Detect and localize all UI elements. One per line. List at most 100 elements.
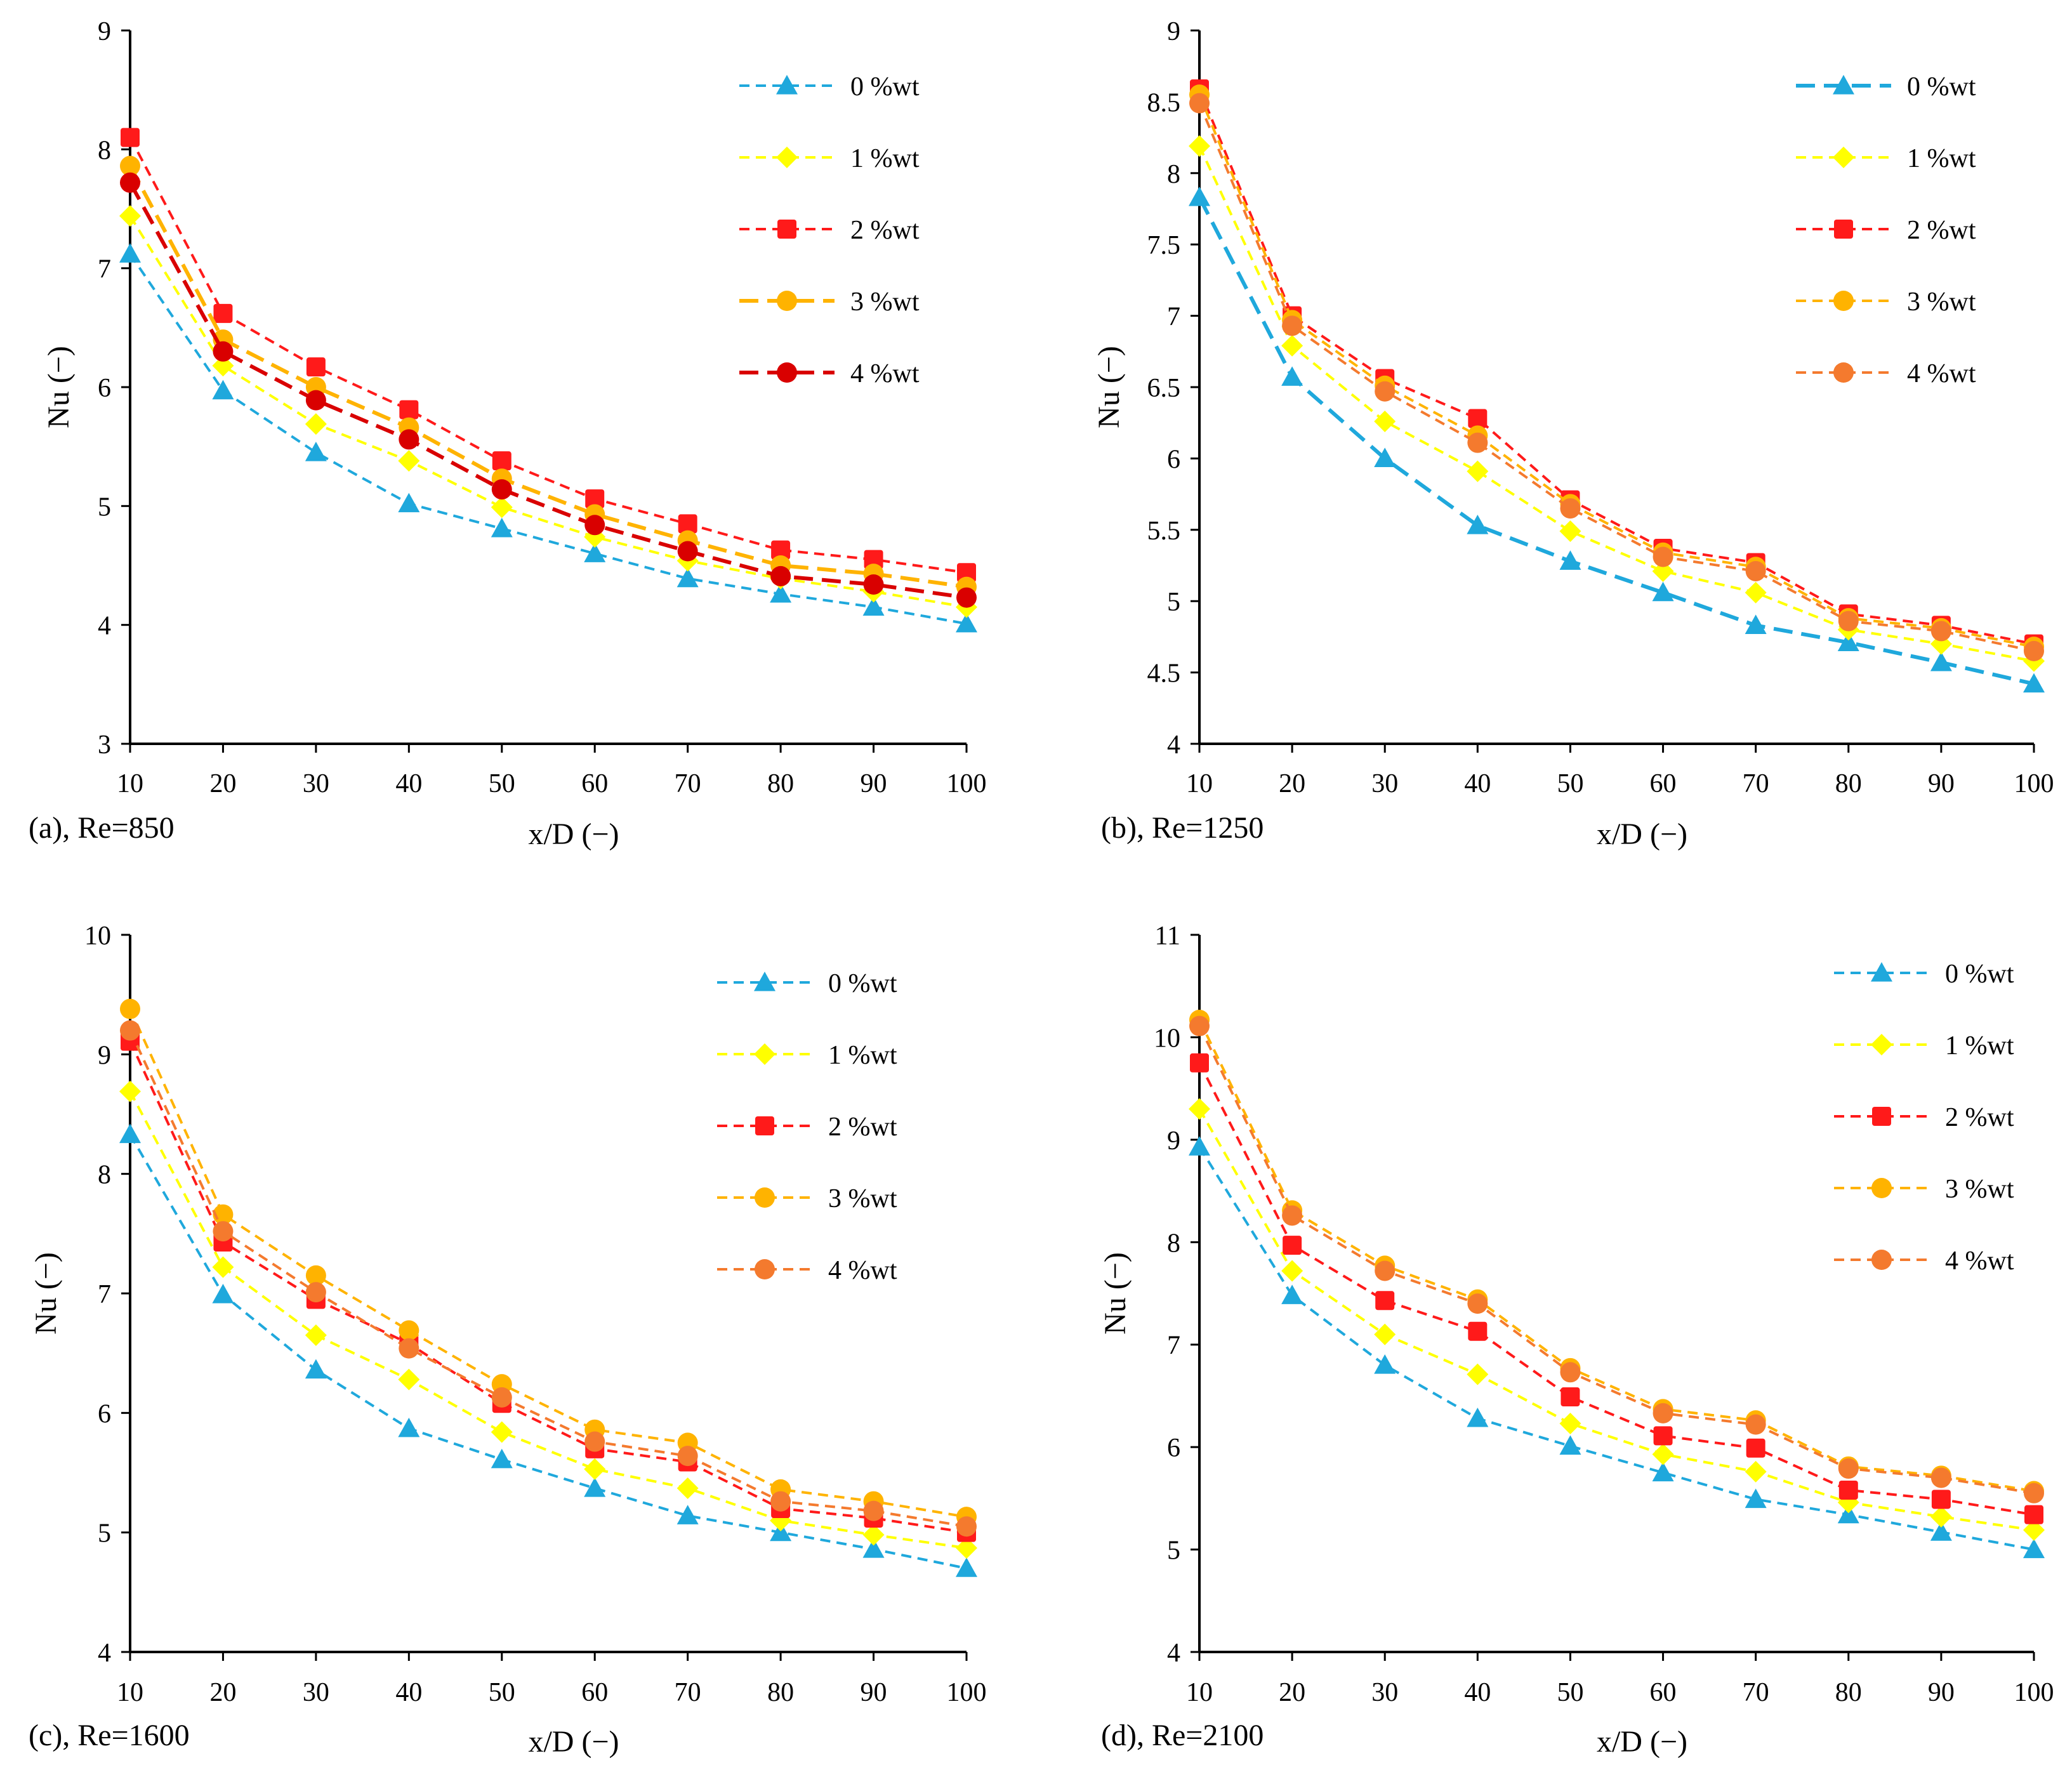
legend-marker <box>776 75 798 95</box>
x-tick-label: 100 <box>947 1678 987 1707</box>
data-point <box>956 1516 977 1537</box>
y-tick-label: 4.5 <box>1147 659 1181 689</box>
series-line <box>129 1040 967 1534</box>
legend-marker <box>1871 1034 1892 1055</box>
data-point <box>584 543 606 562</box>
legend-entry: 2 %wt <box>717 1113 897 1142</box>
x-tick-label: 80 <box>767 769 794 798</box>
data-point <box>305 1359 327 1379</box>
data-point <box>584 1458 606 1480</box>
series-line <box>129 1008 967 1519</box>
panel-label: (c), Re=1600 <box>29 1719 190 1752</box>
x-tick-label: 90 <box>1928 1678 1955 1707</box>
x-tick-label: 40 <box>1464 1678 1491 1707</box>
legend-entry: 3 %wt <box>1796 287 1976 317</box>
series-line <box>1198 145 2035 663</box>
y-tick-label: 6 <box>98 374 111 403</box>
legend-marker <box>755 1116 774 1135</box>
series-line <box>1198 94 2035 649</box>
data-point <box>213 1221 234 1242</box>
y-tick-label: 8.5 <box>1147 88 1181 117</box>
x-tick-label: 90 <box>861 1678 887 1707</box>
data-point <box>1560 498 1581 519</box>
x-tick-label: 50 <box>1557 1678 1583 1707</box>
x-tick-label: 90 <box>861 769 887 798</box>
y-tick-label: 7 <box>1167 303 1180 332</box>
y-tick-label: 7 <box>98 1280 111 1309</box>
legend-entry: 2 %wt <box>739 216 920 245</box>
legend-label: 4 %wt <box>850 359 920 388</box>
data-point <box>1281 366 1303 386</box>
data-point <box>1559 1413 1581 1435</box>
x-tick-label: 40 <box>395 769 422 798</box>
y-tick-label: 6 <box>1167 445 1180 474</box>
series-line <box>1198 1146 2035 1551</box>
legend-label: 3 %wt <box>850 287 920 317</box>
y-axis-title: Nu (−) <box>42 346 76 428</box>
series-4 <box>120 1020 977 1537</box>
x-tick-label: 70 <box>675 1678 701 1707</box>
data-point <box>491 479 512 500</box>
data-point <box>1467 1293 1488 1314</box>
series-0 <box>119 243 977 633</box>
panel-1: 3 4 5 6 7 8 9 10 20 30 40 50 60 70 80 90 100 x/D (−) Nu (−… <box>29 17 987 851</box>
data-point <box>585 489 605 509</box>
x-tick-label: 70 <box>1743 769 1769 798</box>
legend-entry: 3 %wt <box>1834 1175 2014 1204</box>
y-tick-label: 4 <box>98 612 111 641</box>
legend-marker <box>776 147 798 168</box>
legend-marker <box>754 1043 775 1065</box>
x-tick-label: 10 <box>1186 1678 1213 1707</box>
data-point <box>1653 1403 1673 1424</box>
data-point <box>863 1500 884 1521</box>
series-line <box>1198 1062 2035 1516</box>
data-point <box>957 563 976 583</box>
y-tick-label: 3 <box>98 730 111 760</box>
data-point <box>771 540 791 560</box>
legend-entry: 0 %wt <box>1834 960 2014 989</box>
x-tick-label: 30 <box>1371 769 1398 798</box>
y-tick-label: 5 <box>98 492 111 522</box>
data-point <box>1281 334 1303 357</box>
legend-label: 0 %wt <box>1945 960 2014 989</box>
x-tick-label: 20 <box>209 1678 236 1707</box>
data-point <box>2023 1538 2045 1559</box>
data-point <box>1745 1414 1766 1435</box>
legend-marker <box>1871 1178 1892 1198</box>
x-axis-title: x/D (−) <box>1597 817 1687 851</box>
legend-label: 0 %wt <box>1907 72 1976 102</box>
series-3 <box>1189 1009 2044 1502</box>
legend-label: 1 %wt <box>1907 144 1976 173</box>
x-tick-label: 70 <box>1743 1678 1769 1707</box>
series-line <box>129 1133 967 1570</box>
data-point <box>956 612 977 633</box>
series-line <box>128 165 967 589</box>
data-point <box>2023 1519 2045 1541</box>
data-point <box>212 1283 234 1304</box>
legend-marker <box>1871 1250 1892 1270</box>
legend-marker <box>1834 220 1853 239</box>
data-point <box>1374 1323 1396 1345</box>
legend-label: 3 %wt <box>828 1184 897 1213</box>
data-point <box>1559 1435 1581 1455</box>
panel-label: (a), Re=850 <box>29 811 175 845</box>
data-point <box>1189 1098 1210 1120</box>
panel-label: (b), Re=1250 <box>1101 811 1264 845</box>
data-point <box>1468 409 1488 428</box>
legend-label: 4 %wt <box>1907 359 1976 388</box>
legend-label: 1 %wt <box>850 144 920 173</box>
legend-entry: 4 %wt <box>739 359 920 388</box>
data-point <box>1559 520 1581 543</box>
x-tick-label: 10 <box>117 1678 143 1707</box>
data-point <box>1467 1363 1489 1385</box>
y-axis-title: Nu (−) <box>1099 1252 1132 1335</box>
data-point <box>676 1477 699 1499</box>
data-point <box>212 380 234 400</box>
x-tick-label: 50 <box>1557 769 1583 798</box>
x-tick-label: 80 <box>1835 1678 1862 1707</box>
legend-label: 2 %wt <box>1945 1103 2014 1132</box>
legend-marker <box>1833 75 1854 95</box>
series-1 <box>1189 135 2045 672</box>
legend-marker <box>755 1259 775 1279</box>
y-tick-label: 4 <box>1167 1639 1180 1668</box>
